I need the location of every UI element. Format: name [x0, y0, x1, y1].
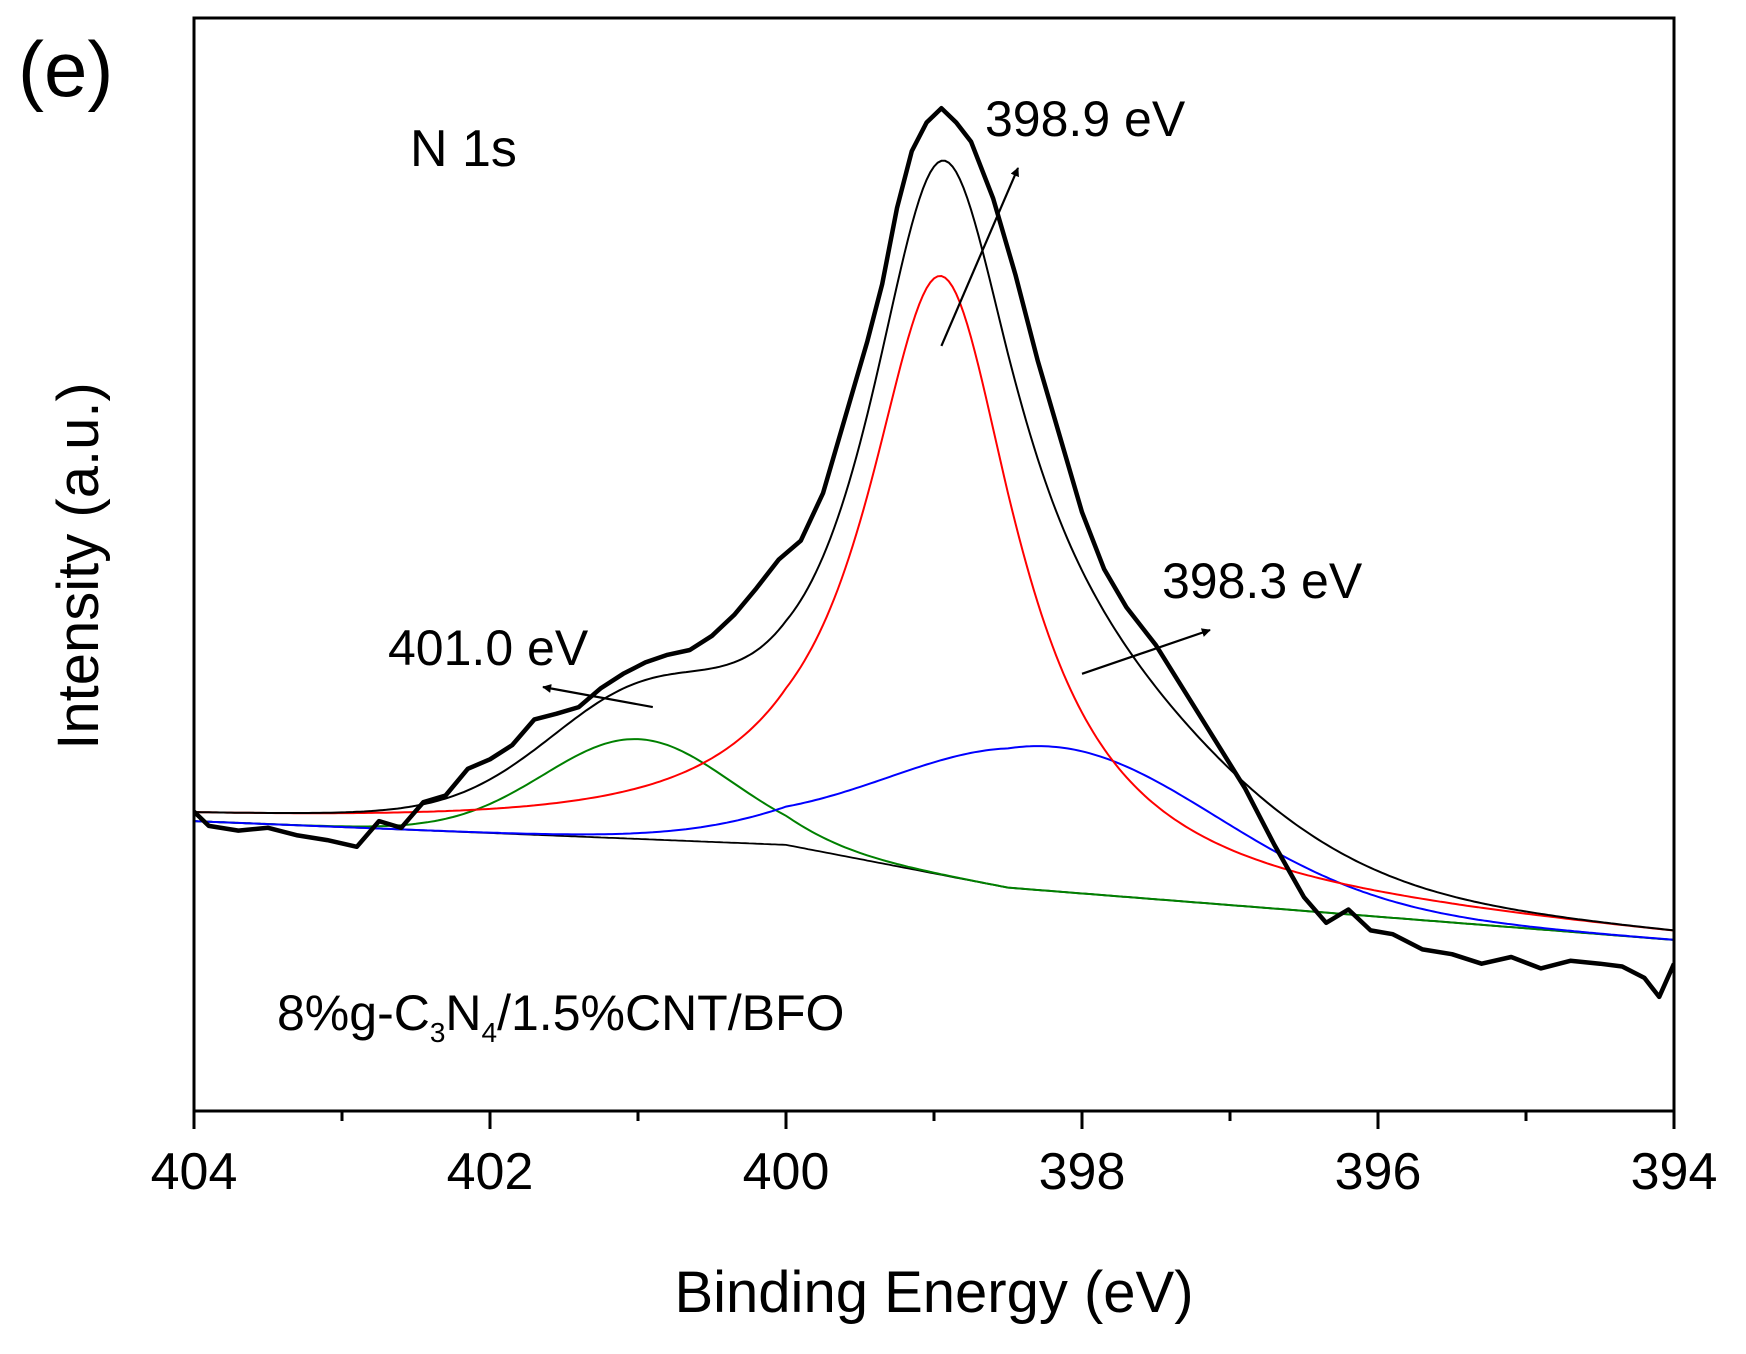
x-tick-label: 398 — [1039, 1143, 1126, 1201]
peak-398-9-curve — [194, 274, 1674, 932]
annotation-arrow-398-3 — [1081, 628, 1211, 675]
sample-label-sub-1: 3 — [430, 1017, 446, 1048]
plot-frame — [192, 16, 1676, 1113]
x-tick-label: 396 — [1335, 1143, 1422, 1201]
sample-label-sub-2: 4 — [482, 1017, 498, 1048]
annotation-401-0: 401.0 eV — [388, 620, 589, 676]
annotation-arrow-401-0 — [542, 684, 653, 709]
x-axis: 404 402 400 398 396 394 — [151, 1111, 1718, 1201]
panel-label: (e) — [18, 25, 113, 113]
x-tick-label: 402 — [447, 1143, 534, 1201]
x-tick-label: 394 — [1631, 1143, 1718, 1201]
annotation-398-9: 398.9 eV — [985, 91, 1186, 147]
envelope-fit-line — [194, 159, 1674, 932]
peak-401-0-curve — [194, 738, 1674, 941]
annotation-398-3: 398.3 eV — [1162, 553, 1363, 609]
sample-label-prefix: 8%g-C — [277, 985, 430, 1041]
chart-title: N 1s — [410, 120, 517, 178]
x-tick-label: 400 — [743, 1143, 830, 1201]
annotation-arrow-398-9 — [940, 167, 1020, 347]
sample-label-mid: N — [445, 985, 481, 1041]
x-axis-label: Binding Energy (eV) — [674, 1260, 1193, 1325]
x-tick-label: 404 — [151, 1143, 238, 1201]
y-axis-label: Intensity (a.u.) — [46, 382, 111, 749]
sample-label-suffix: /1.5%CNT/BFO — [497, 985, 844, 1041]
raw-spectrum-line — [194, 106, 1674, 1000]
peak-398-3-curve — [194, 745, 1674, 941]
sample-label: 8%g-C3N4/1.5%CNT/BFO — [277, 985, 844, 1048]
